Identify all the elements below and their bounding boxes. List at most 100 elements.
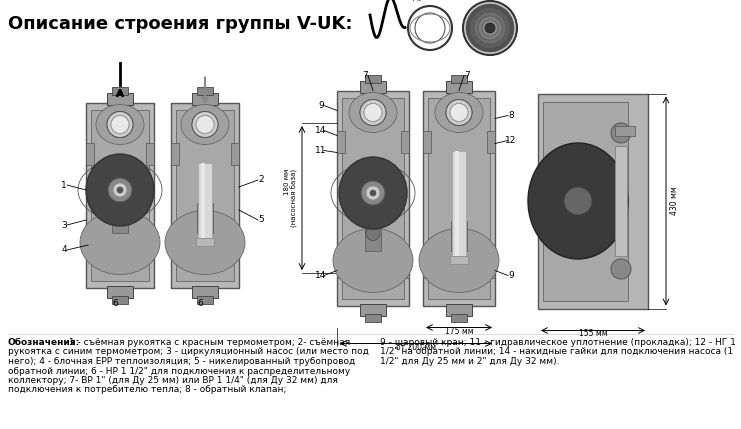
Text: от 200 мм: от 200 мм [396, 342, 436, 351]
Bar [446, 303, 472, 315]
Circle shape [108, 178, 132, 202]
Bar [86, 238, 94, 260]
Text: коллектору; 7- ВР 1" (для Ду 25 мм) или ВР 1 1/4" (для Ду 32 мм) для: коллектору; 7- ВР 1" (для Ду 25 мм) или … [8, 376, 338, 385]
Text: 2: 2 [258, 175, 264, 184]
Bar [146, 238, 154, 260]
Bar [192, 93, 218, 105]
Ellipse shape [528, 143, 628, 259]
Bar [107, 286, 133, 297]
Bar [176, 109, 234, 281]
Bar [451, 314, 467, 321]
Bar [198, 163, 212, 238]
Bar [231, 142, 239, 164]
Text: 9: 9 [318, 101, 324, 110]
Bar [452, 151, 466, 256]
Bar [615, 146, 627, 256]
Text: 180 мм
(насосная база): 180 мм (насосная база) [284, 169, 298, 227]
Bar [197, 87, 213, 94]
Circle shape [408, 6, 452, 50]
Circle shape [117, 187, 123, 193]
Bar [455, 151, 459, 256]
Bar [197, 202, 213, 233]
Circle shape [482, 20, 498, 36]
Text: 14: 14 [316, 126, 327, 135]
Text: 1: 1 [61, 181, 67, 190]
Ellipse shape [80, 211, 160, 275]
Ellipse shape [96, 105, 144, 145]
Bar [446, 81, 472, 93]
Text: 430 мм: 430 мм [670, 187, 679, 215]
Circle shape [474, 12, 506, 44]
Text: 7: 7 [464, 71, 470, 80]
Bar [423, 91, 495, 305]
Bar [112, 87, 128, 94]
Text: 4: 4 [62, 245, 67, 254]
Text: Ду 25 мм: Ду 25 мм [413, 0, 447, 1]
Circle shape [360, 100, 386, 126]
Bar [192, 286, 218, 297]
Bar [342, 97, 404, 299]
Text: 6: 6 [197, 299, 203, 308]
Bar [171, 103, 239, 287]
Circle shape [446, 100, 472, 126]
Bar [86, 103, 154, 287]
Ellipse shape [419, 229, 499, 293]
Ellipse shape [435, 93, 483, 133]
Text: подключения к потребителю тепла; 8 - обратный клапан;: подключения к потребителю тепла; 8 - обр… [8, 386, 286, 395]
Circle shape [470, 8, 510, 48]
Circle shape [463, 1, 517, 55]
Bar [538, 94, 648, 308]
Circle shape [564, 187, 592, 215]
Circle shape [198, 208, 212, 223]
Circle shape [364, 103, 382, 121]
Circle shape [107, 112, 133, 138]
Text: 9 - шаровый кран; 11 - гидравлическое уплотнение (прокладка); 12 - НГ 1: 9 - шаровый кран; 11 - гидравлическое уп… [380, 338, 736, 347]
Bar [401, 256, 409, 278]
Ellipse shape [165, 211, 245, 275]
Bar [107, 93, 133, 105]
Bar [112, 296, 128, 303]
Circle shape [196, 115, 214, 133]
Ellipse shape [349, 93, 397, 133]
Bar [360, 303, 386, 315]
Bar [231, 238, 239, 260]
Circle shape [415, 13, 445, 43]
Circle shape [111, 115, 129, 133]
Circle shape [611, 123, 631, 143]
Text: 12: 12 [505, 136, 516, 145]
Text: Описание строения группы V-UK:: Описание строения группы V-UK: [8, 15, 353, 33]
Circle shape [361, 181, 385, 205]
Text: обратной линии; 6 - НР 1 1/2" для подключения к распределительному: обратной линии; 6 - НР 1 1/2" для подклю… [8, 366, 350, 375]
Circle shape [370, 190, 376, 196]
Text: 7: 7 [362, 71, 368, 80]
Text: 11: 11 [315, 146, 327, 155]
Bar [171, 238, 179, 260]
Bar [423, 130, 431, 152]
Bar [112, 202, 128, 233]
Bar [91, 109, 149, 281]
Circle shape [446, 100, 472, 126]
Circle shape [366, 186, 380, 200]
Bar [201, 163, 205, 238]
Bar [365, 221, 381, 251]
Ellipse shape [181, 105, 229, 145]
Circle shape [478, 16, 502, 40]
Bar [450, 256, 468, 263]
Ellipse shape [339, 157, 407, 229]
Ellipse shape [86, 154, 154, 226]
Bar [365, 314, 381, 321]
Circle shape [192, 112, 218, 138]
Bar [451, 75, 467, 82]
Bar [360, 81, 386, 93]
Circle shape [364, 103, 382, 121]
Bar [196, 238, 214, 245]
Bar [197, 296, 213, 303]
Text: 8: 8 [508, 111, 514, 120]
Bar [337, 130, 345, 152]
Circle shape [485, 23, 495, 33]
Bar [171, 142, 179, 164]
Bar [337, 91, 409, 305]
Text: 14: 14 [316, 271, 327, 280]
Bar [146, 142, 154, 164]
Text: 1/2" для Ду 25 мм и 2" для Ду 32 мм).: 1/2" для Ду 25 мм и 2" для Ду 32 мм). [380, 357, 559, 366]
